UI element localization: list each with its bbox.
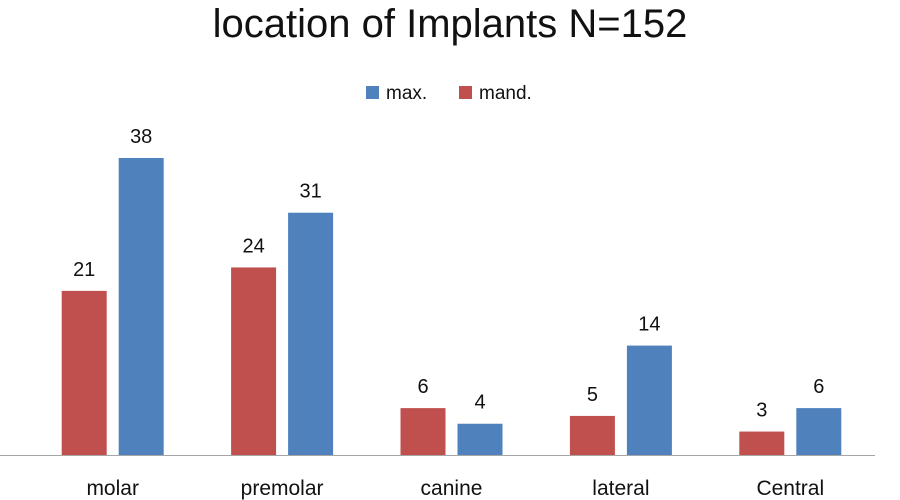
bar-max-canine — [457, 423, 503, 455]
bars — [61, 158, 842, 455]
x-tick-label-lateral: lateral — [592, 477, 649, 500]
legend-label-mand: mand. — [479, 83, 532, 104]
bar-mand-molar — [61, 290, 107, 455]
x-tick-label-molar: molar — [86, 477, 139, 500]
bar-mand-canine — [400, 408, 446, 455]
chart-title: location of Implants N=152 — [212, 2, 688, 46]
legend-label-max: max. — [386, 83, 427, 104]
data-label-max-lateral: 14 — [638, 314, 660, 336]
data-labels: 21 38 24 31 6 4 5 14 3 6 — [73, 126, 824, 422]
data-label-max-molar: 38 — [130, 126, 152, 148]
x-tick-labels: molar premolar canine lateral Central — [86, 477, 824, 500]
data-label-max-canine: 4 — [474, 392, 485, 414]
data-label-mand-molar: 21 — [73, 259, 95, 281]
data-label-max-premolar: 31 — [299, 181, 321, 203]
data-label-max-central: 6 — [813, 376, 824, 398]
x-tick-label-canine: canine — [421, 477, 483, 500]
bar-max-lateral — [626, 345, 672, 455]
data-label-mand-premolar: 24 — [242, 235, 264, 257]
data-label-mand-lateral: 5 — [587, 384, 598, 406]
bar-max-premolar — [288, 212, 334, 455]
legend: max. mand. — [366, 83, 532, 104]
bar-max-molar — [118, 158, 164, 455]
legend-swatch-max — [366, 86, 379, 99]
bar-max-central — [796, 408, 842, 455]
legend-swatch-mand — [459, 86, 472, 99]
bar-mand-premolar — [231, 267, 277, 455]
data-label-mand-canine: 6 — [417, 376, 428, 398]
data-label-mand-central: 3 — [756, 400, 767, 422]
bar-mand-lateral — [569, 415, 615, 455]
bar-mand-central — [739, 431, 785, 455]
x-tick-label-central: Central — [756, 477, 824, 500]
x-tick-label-premolar: premolar — [241, 477, 324, 500]
